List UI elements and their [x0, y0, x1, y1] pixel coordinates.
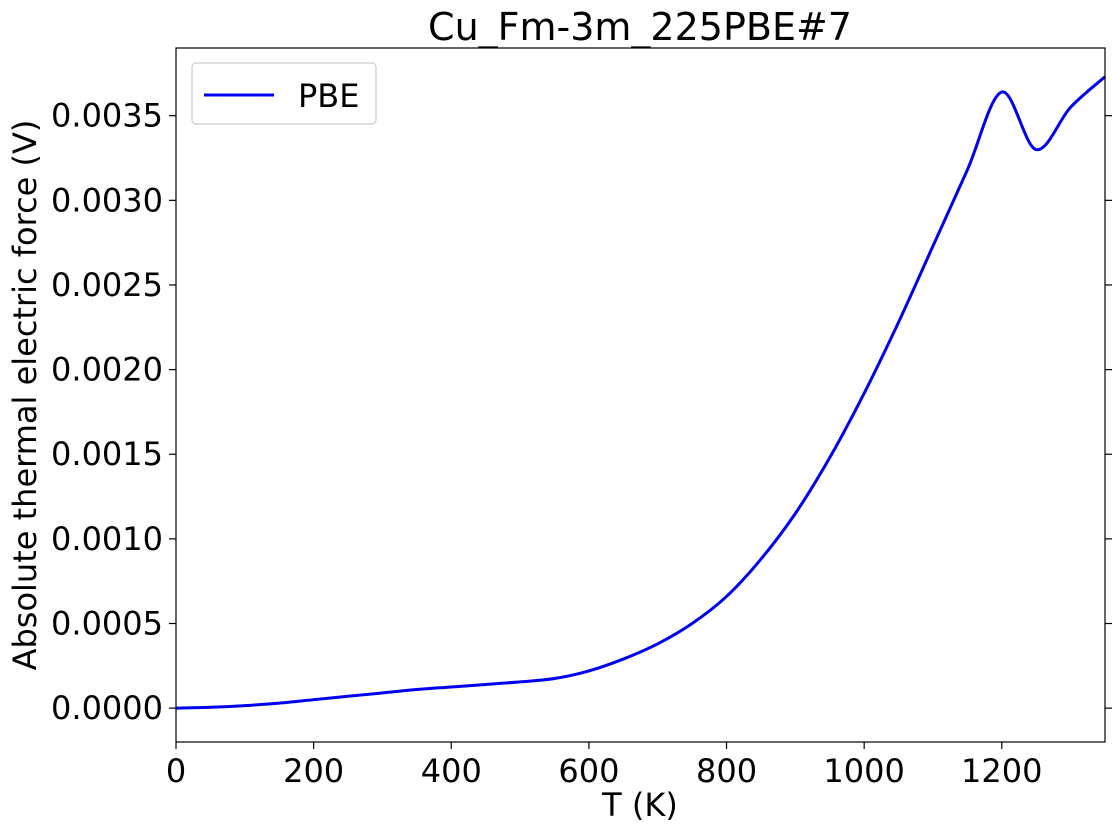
x-tick-label: 600	[558, 752, 619, 790]
series-layer	[175, 75, 1106, 710]
x-tick-label: 1000	[823, 752, 904, 790]
y-tick-label: 0.0030	[51, 181, 163, 219]
legend-box	[191, 62, 377, 125]
y-tick-label: 0.0025	[51, 266, 163, 304]
x-axis-label: T (K)	[601, 786, 678, 824]
series-line-pbe	[175, 75, 1106, 710]
y-tick-label: 0.0005	[51, 605, 163, 643]
y-tick-label: 0.0020	[51, 351, 163, 389]
legend: PBE	[191, 62, 377, 125]
y-tick-label: 0.0000	[51, 689, 163, 727]
x-tick-label: 800	[696, 752, 757, 790]
plot-frame	[175, 47, 1106, 743]
y-tick-label: 0.0035	[51, 97, 163, 135]
x-tick-label: 1200	[961, 752, 1042, 790]
chart-title: Cu_Fm-3m_225PBE#7	[428, 5, 852, 49]
x-tick-label: 200	[283, 752, 344, 790]
x-tick-label: 400	[421, 752, 482, 790]
y-axis-label: Absolute thermal electric force (V)	[6, 120, 44, 671]
x-tick-label: 0	[166, 752, 186, 790]
y-tick-label: 0.0010	[51, 520, 163, 558]
ticks: 0 200 400 600 800 1000 1200 0.0000 0.0005 0.0010 0…	[51, 97, 1112, 790]
plot-area	[176, 48, 1105, 742]
y-tick-label: 0.0015	[51, 435, 163, 473]
legend-label-pbe: PBE	[298, 77, 359, 115]
